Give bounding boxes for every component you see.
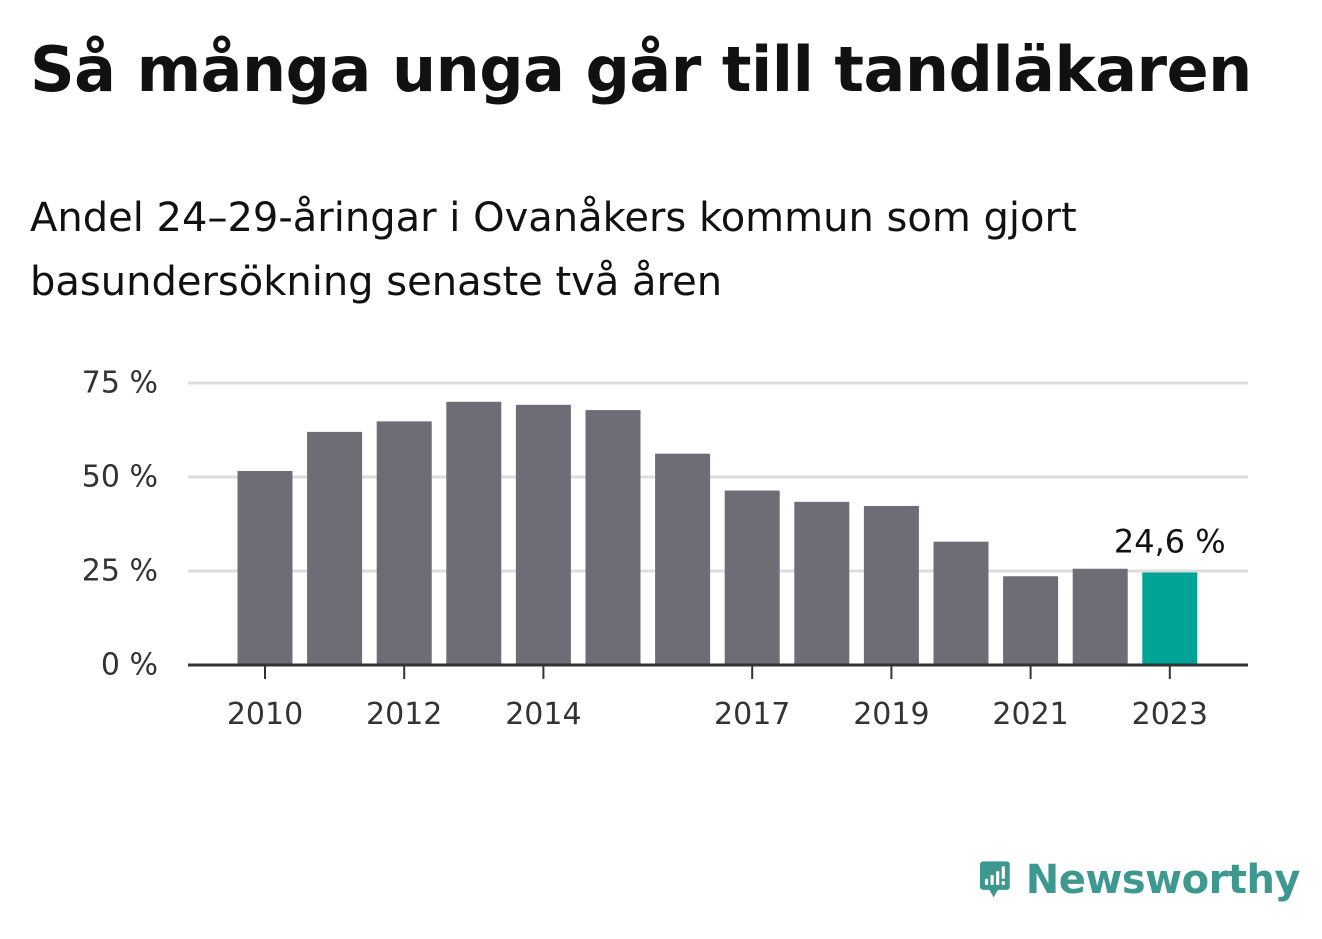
newsworthy-logo: Newsworthy (980, 848, 1301, 912)
bar-2014 (515, 404, 571, 665)
bar-2013 (446, 401, 502, 665)
x-tick-label: 2021 (992, 697, 1068, 732)
bar-2020 (933, 541, 989, 665)
x-tick-labels: 2010 2012 2014 2017 2019 2021 2023 (227, 665, 1208, 732)
bar-chart: 0 % 25 % 50 % 75 % 2010 2012 2014 2017 2019 2021… (82, 366, 1248, 732)
y-tick-label: 75 % (82, 366, 158, 401)
bar-2017 (724, 490, 780, 665)
bar-2019 (863, 505, 919, 665)
bar-2022 (1072, 568, 1128, 665)
x-tick-label: 2014 (505, 697, 581, 732)
y-tick-labels: 0 % 25 % 50 % 75 % (82, 366, 158, 683)
brand-name: Newsworthy (1025, 857, 1301, 903)
value-label-2023: 24,6 % (1114, 523, 1226, 561)
x-tick-label: 2019 (853, 697, 929, 732)
bars (237, 401, 1198, 665)
bar-2016 (655, 453, 711, 665)
bar-chart-speech-bubble-icon (980, 861, 1010, 898)
y-tick-label: 25 % (82, 554, 158, 589)
chart-subtitle: Andel 24–29-åringar i Ovanåkers kommun s… (30, 195, 1077, 305)
bar-2018 (794, 501, 850, 665)
bar-2015 (585, 410, 641, 665)
bar-2010 (237, 470, 293, 665)
y-tick-label: 0 % (101, 648, 158, 683)
bar-2012 (376, 421, 432, 665)
x-tick-label: 2010 (227, 697, 303, 732)
x-tick-label: 2023 (1132, 697, 1208, 732)
bar-2021 (1003, 576, 1059, 665)
chart-title: Så många unga går till tandläkaren (30, 33, 1252, 106)
y-tick-label: 50 % (82, 460, 158, 495)
bar-2011 (307, 431, 363, 665)
bar-2023 (1142, 572, 1198, 665)
grid-lines (188, 381, 1248, 573)
x-tick-label: 2012 (366, 697, 442, 732)
x-tick-label: 2017 (714, 697, 790, 732)
